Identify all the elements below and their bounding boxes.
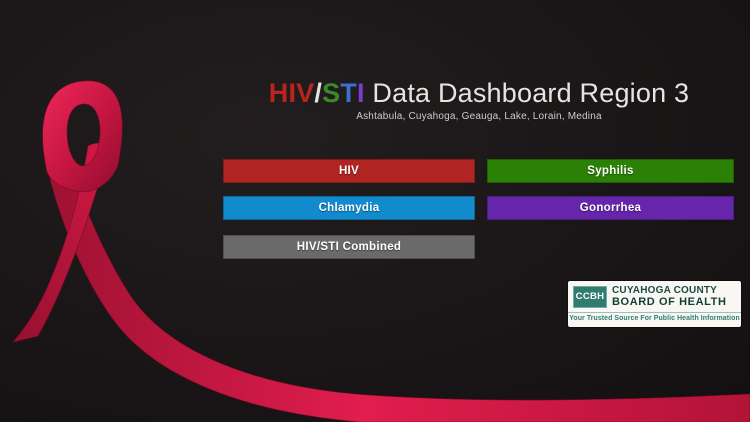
ccbh-acronym-badge: CCBH [573,286,607,308]
hiv-button[interactable]: HIV [223,159,475,183]
ccbh-tagline: Your Trusted Source For Public Health In… [568,312,741,322]
syphilis-button[interactable]: Syphilis [487,159,734,183]
title-part-s: S [322,78,341,108]
gonorrhea-button[interactable]: Gonorrhea [487,196,734,220]
chlamydia-button[interactable]: Chlamydia [223,196,475,220]
page-title: HIV/STI Data Dashboard Region 3 [229,78,729,108]
header: HIV/STI Data Dashboard Region 3 Ashtabul… [229,78,729,122]
ribbon-sweep-tail [43,146,750,422]
region-counties-subtitle: Ashtabula, Cuyahoga, Geauga, Lake, Lorai… [356,111,602,122]
ccbh-name: CUYAHOGA COUNTY BOARD OF HEALTH [612,285,738,308]
title-part-slash: / [314,78,323,108]
title-part-t: T [340,78,357,108]
title-part-hiv: HIV [268,78,315,108]
title-part-rest: Data Dashboard Region 3 [364,78,690,108]
title-part-i: I [357,78,365,108]
ccbh-logo: CCBH CUYAHOGA COUNTY BOARD OF HEALTH You… [568,281,741,327]
ribbon-loop [42,80,123,193]
ccbh-name-line1: CUYAHOGA COUNTY [612,285,718,296]
hiv-sti-combined-button[interactable]: HIV/STI Combined [223,235,475,259]
ccbh-name-line2: BOARD OF HEALTH [612,296,727,308]
